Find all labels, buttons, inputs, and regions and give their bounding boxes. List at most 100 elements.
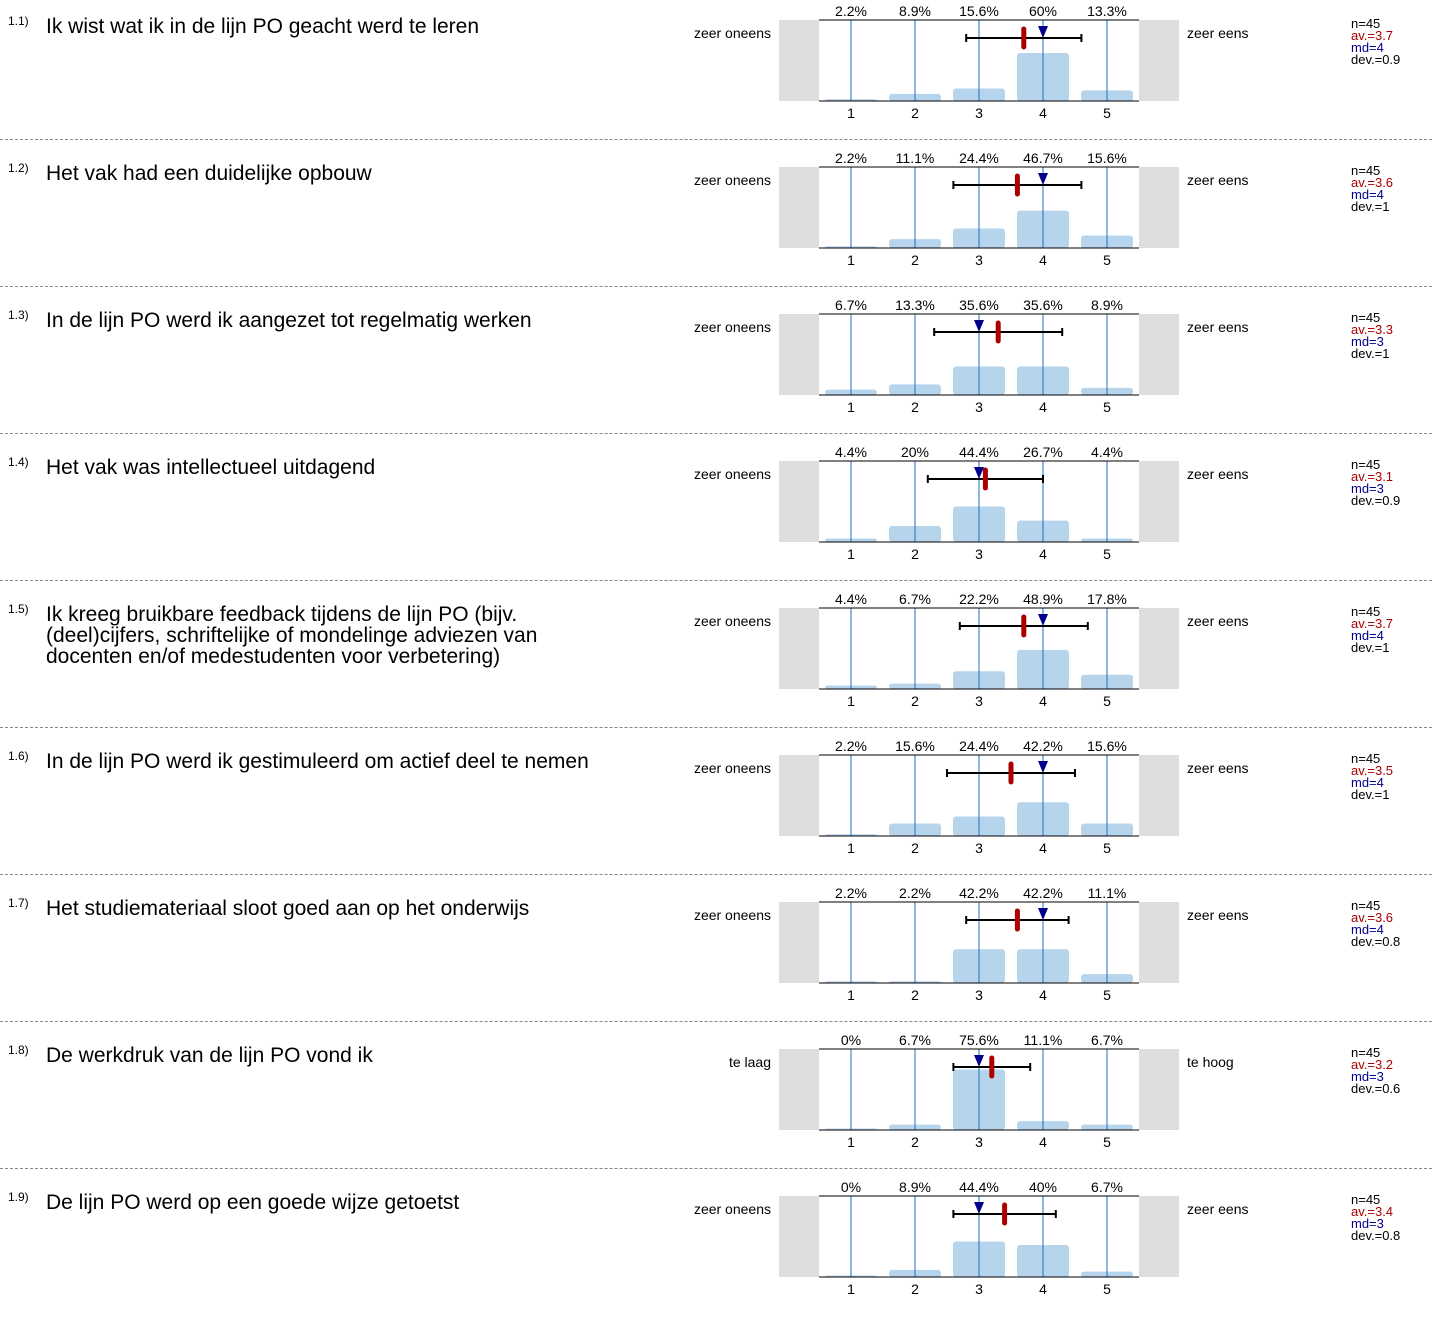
percentage-label: 48.9%: [1023, 591, 1063, 607]
question-text: In de lijn PO werd ik gestimuleerd om ac…: [46, 750, 589, 773]
stat-deviation: dev.=0.9: [1351, 493, 1401, 508]
tick-label: 4: [1039, 546, 1047, 562]
tick-label: 2: [911, 252, 919, 268]
distribution-chart: 2.2% 8.9% 15.6% 60% 13.3% 1 2 3 4 5: [779, 3, 1179, 121]
tick-label: 5: [1103, 105, 1111, 121]
percentage-label: 0%: [841, 1032, 861, 1048]
stat-median: md=3: [1351, 1216, 1384, 1231]
percentage-label: 4.4%: [835, 444, 867, 460]
percentage-label: 2.2%: [835, 885, 867, 901]
percentage-label: 8.9%: [899, 1179, 931, 1195]
question-text: Het vak had een duidelijke opbouw: [46, 162, 372, 185]
scale-right-label: zeer eens: [1187, 466, 1249, 482]
stats-block: n=45 av.=3.1 md=3 dev.=0.9: [1351, 458, 1401, 508]
tick-label: 3: [975, 105, 983, 121]
tick-label: 1: [847, 399, 855, 415]
tick-label: 3: [975, 1134, 983, 1150]
tick-label: 2: [911, 105, 919, 121]
percentage-label: 2.2%: [835, 150, 867, 166]
tick-label: 2: [911, 693, 919, 709]
tick-label: 4: [1039, 840, 1047, 856]
percentage-label: 8.9%: [899, 3, 931, 19]
right-side-panel: [1139, 1196, 1179, 1277]
percentage-label: 13.3%: [895, 297, 935, 313]
stat-deviation: dev.=0.8: [1351, 1228, 1401, 1243]
tick-label: 1: [847, 840, 855, 856]
stat-average: av.=3.3: [1351, 322, 1394, 337]
left-side-panel: [779, 167, 819, 248]
stat-count: n=45: [1351, 1045, 1381, 1060]
percentage-label: 13.3%: [1087, 3, 1127, 19]
tick-label: 1: [847, 987, 855, 1003]
question-text: De werkdruk van de lijn PO vond ik: [46, 1044, 373, 1067]
stat-average: av.=3.2: [1351, 1057, 1394, 1072]
tick-label: 5: [1103, 1281, 1111, 1297]
stat-average: av.=3.7: [1351, 28, 1394, 43]
stat-average: av.=3.1: [1351, 469, 1394, 484]
stat-average: av.=3.6: [1351, 175, 1394, 190]
left-side-panel: [779, 902, 819, 983]
left-side-panel: [779, 1049, 819, 1130]
left-side-panel: [779, 314, 819, 395]
stat-deviation: dev.=1: [1351, 346, 1390, 361]
stat-deviation: dev.=1: [1351, 787, 1390, 802]
distribution-chart: 2.2% 11.1% 24.4% 46.7% 15.6% 1 2 3 4 5: [779, 150, 1179, 268]
question-text: Het studiemateriaal sloot goed aan op he…: [46, 897, 530, 920]
survey-item: 1.5) Ik kreeg bruikbare feedback tijdens …: [0, 590, 1432, 737]
stat-median: md=4: [1351, 187, 1384, 202]
median-marker: [1038, 614, 1048, 626]
percentage-label: 11.1%: [896, 150, 935, 166]
median-marker: [1038, 173, 1048, 185]
percentage-label: 15.6%: [895, 738, 935, 754]
tick-label: 5: [1103, 987, 1111, 1003]
stat-deviation: dev.=1: [1351, 640, 1390, 655]
percentage-label: 22.2%: [959, 591, 999, 607]
item-separator: [0, 580, 1432, 581]
tick-label: 4: [1039, 105, 1047, 121]
stats-block: n=45 av.=3.2 md=3 dev.=0.6: [1351, 1045, 1401, 1096]
stat-count: n=45: [1351, 1192, 1381, 1207]
question-number: 1.2): [8, 161, 29, 175]
question-text: In de lijn PO werd ik aangezet tot regel…: [46, 309, 532, 332]
median-marker: [974, 467, 984, 479]
tick-label: 4: [1039, 693, 1047, 709]
right-side-panel: [1139, 1049, 1179, 1130]
stat-median: md=3: [1351, 1069, 1384, 1084]
percentage-label: 6.7%: [899, 591, 931, 607]
left-side-panel: [779, 755, 819, 836]
distribution-chart: 0% 6.7% 75.6% 11.1% 6.7% 1 2 3 4 5: [779, 1032, 1179, 1150]
percentage-label: 6.7%: [899, 1032, 931, 1048]
survey-report: 1.1) Ik wist wat ik in de lijn PO geacht …: [0, 3, 1432, 1297]
item-separator: [0, 727, 1432, 728]
stat-count: n=45: [1351, 898, 1381, 913]
tick-label: 3: [975, 987, 983, 1003]
right-side-panel: [1139, 608, 1179, 689]
tick-label: 5: [1103, 840, 1111, 856]
stat-median: md=4: [1351, 775, 1384, 790]
tick-label: 3: [975, 840, 983, 856]
scale-right-label: zeer eens: [1187, 1201, 1249, 1217]
scale-left-label: zeer oneens: [693, 1201, 771, 1217]
stat-average: av.=3.7: [1351, 616, 1394, 631]
survey-item: 1.8) De werkdruk van de lijn PO vond ik te…: [0, 1031, 1432, 1178]
left-side-panel: [779, 461, 819, 542]
stat-average: av.=3.5: [1351, 763, 1394, 778]
percentage-label: 40%: [1029, 1179, 1057, 1195]
percentage-label: 6.7%: [1091, 1032, 1123, 1048]
left-side-panel: [779, 608, 819, 689]
question-number: 1.5): [8, 602, 29, 616]
percentage-label: 6.7%: [835, 297, 867, 313]
question-number: 1.6): [8, 749, 29, 763]
median-marker: [1038, 908, 1048, 920]
stat-deviation: dev.=0.6: [1351, 1081, 1401, 1096]
scale-left-label: zeer oneens: [693, 907, 771, 923]
question-number: 1.9): [8, 1190, 29, 1204]
tick-label: 1: [847, 1281, 855, 1297]
stats-block: n=45 av.=3.5 md=4 dev.=1: [1351, 752, 1394, 802]
percentage-label: 4.4%: [835, 591, 867, 607]
scale-left-label: zeer oneens: [693, 319, 771, 335]
scale-right-label: zeer eens: [1187, 613, 1249, 629]
tick-label: 5: [1103, 252, 1111, 268]
survey-item: 1.2) Het vak had een duidelijke opbouw zee…: [0, 149, 1432, 296]
tick-label: 3: [975, 693, 983, 709]
